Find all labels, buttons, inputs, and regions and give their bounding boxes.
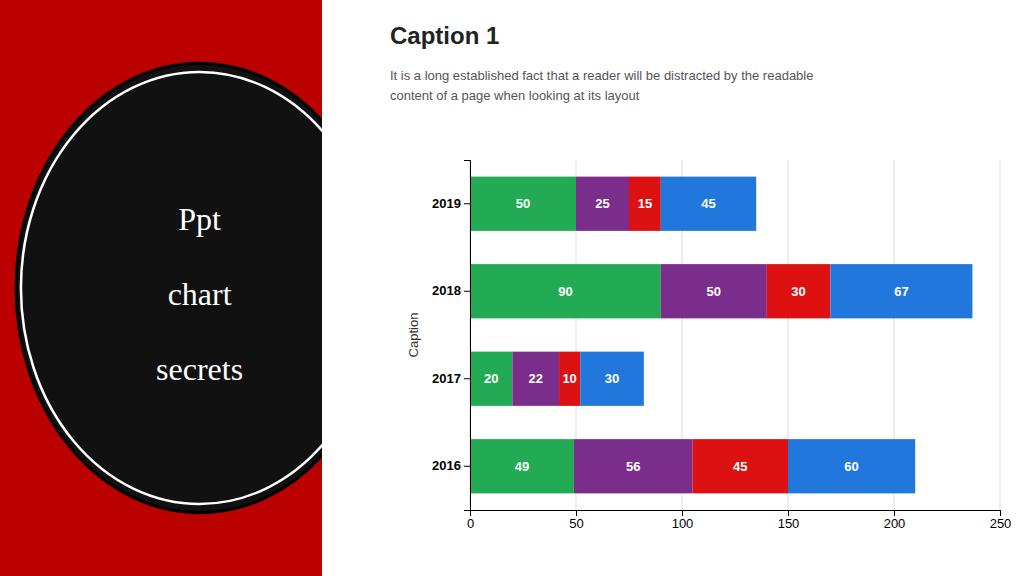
tick: 100 bbox=[672, 510, 694, 531]
y-axis-title: Caption bbox=[406, 313, 421, 358]
tick-mark bbox=[464, 466, 470, 467]
x-axis: 0 50 100 150 200 250 bbox=[467, 510, 1011, 531]
tick: 50 bbox=[569, 510, 583, 531]
data-label: 67 bbox=[894, 284, 908, 299]
bar bbox=[788, 439, 915, 493]
tick-label: 2017 bbox=[432, 371, 461, 386]
bar bbox=[767, 264, 831, 318]
oval-outer bbox=[16, 63, 322, 512]
tick-label: 200 bbox=[884, 516, 906, 531]
data-label: 50 bbox=[707, 284, 721, 299]
panel-text: Ppt bbox=[178, 201, 221, 237]
tick-label: 50 bbox=[569, 516, 583, 531]
data-label: 22 bbox=[528, 371, 542, 386]
data-label: 30 bbox=[791, 284, 805, 299]
series bbox=[580, 177, 972, 494]
tick-label: 2019 bbox=[432, 196, 461, 211]
tick-mark bbox=[576, 510, 577, 516]
tick: 2018 bbox=[432, 283, 470, 298]
data-labels: 49 20 90 50 56 22 50 25 45 10 30 15 60 30 67 45 bbox=[484, 196, 909, 474]
tick-mark bbox=[788, 510, 789, 516]
tick: 0 bbox=[467, 510, 474, 531]
oval bbox=[29, 86, 322, 489]
bar bbox=[574, 439, 693, 493]
tick-label: 250 bbox=[990, 516, 1012, 531]
grid-line bbox=[1000, 160, 1001, 510]
tick: 2016 bbox=[432, 458, 470, 473]
data-label: 10 bbox=[562, 371, 576, 386]
data-label: 45 bbox=[733, 459, 747, 474]
bar bbox=[629, 177, 661, 231]
bar bbox=[470, 352, 512, 406]
subtitle-line: content of a page when looking at its la… bbox=[390, 88, 640, 103]
data-label: 45 bbox=[701, 196, 715, 211]
chart: Ppt chart secrets Caption 1 It is a long est… bbox=[0, 0, 1024, 576]
data-label: 15 bbox=[638, 196, 652, 211]
panel-texts: Ppt chart secrets bbox=[156, 201, 243, 387]
oval-ring bbox=[21, 72, 322, 504]
tick-mark bbox=[464, 291, 470, 292]
side-panel bbox=[0, 0, 322, 576]
data-label: 49 bbox=[515, 459, 529, 474]
bar bbox=[830, 264, 972, 318]
subtitle: It is a long established fact that a rea… bbox=[390, 68, 813, 103]
tick: 150 bbox=[778, 510, 800, 531]
bar bbox=[576, 177, 629, 231]
grid bbox=[470, 160, 1000, 510]
data-label: 25 bbox=[595, 196, 609, 211]
tick-mark bbox=[464, 378, 470, 379]
bar bbox=[661, 177, 756, 231]
tick: 250 bbox=[990, 510, 1012, 531]
bar bbox=[580, 352, 644, 406]
tick-label: 150 bbox=[778, 516, 800, 531]
bar bbox=[470, 264, 661, 318]
tick-label: 0 bbox=[467, 516, 474, 531]
data-label: 50 bbox=[516, 196, 530, 211]
axis-line bbox=[471, 511, 1001, 517]
panel-text: chart bbox=[168, 276, 232, 312]
axis-line bbox=[464, 161, 471, 511]
tick-label: 2016 bbox=[432, 458, 461, 473]
bar bbox=[470, 439, 574, 493]
subtitle-line: It is a long established fact that a rea… bbox=[390, 68, 813, 83]
tick-mark bbox=[894, 510, 895, 516]
tick: 2019 bbox=[432, 196, 470, 211]
tick-mark bbox=[682, 510, 683, 516]
tick-label: 100 bbox=[672, 516, 694, 531]
tick-label: 2018 bbox=[432, 283, 461, 298]
tick-mark bbox=[1000, 510, 1001, 516]
data-label: 30 bbox=[605, 371, 619, 386]
bar bbox=[512, 352, 559, 406]
title: Caption 1 bbox=[390, 22, 499, 49]
y-axis: 2016 2017 2018 2019 bbox=[432, 161, 470, 511]
tick: 200 bbox=[884, 510, 906, 531]
bar bbox=[470, 177, 576, 231]
panel-text: secrets bbox=[156, 351, 243, 387]
data-label: 90 bbox=[558, 284, 572, 299]
tick-mark bbox=[464, 203, 470, 204]
tick: 2017 bbox=[432, 371, 470, 386]
data-label: 56 bbox=[626, 459, 640, 474]
bar bbox=[693, 439, 788, 493]
data-label: 60 bbox=[844, 459, 858, 474]
bar bbox=[559, 352, 580, 406]
data-label: 20 bbox=[484, 371, 498, 386]
bars bbox=[470, 177, 972, 494]
bar bbox=[661, 264, 767, 318]
